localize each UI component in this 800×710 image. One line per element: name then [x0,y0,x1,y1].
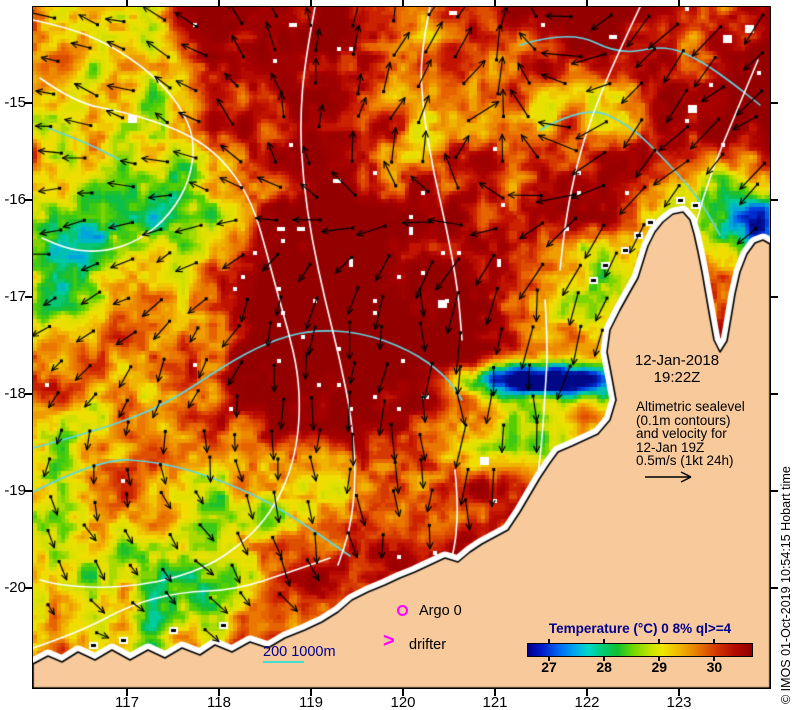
lat-tick-label: -19 [4,482,26,500]
info-line: and velocity for [636,426,727,441]
lon-tick [678,688,680,696]
info-line: (0.1m contours) [636,412,731,428]
lon-tick-top [678,0,680,7]
lon-tick-top [494,0,496,7]
colorbar-tick [658,657,661,661]
colorbar-tick-label: 30 [706,659,723,675]
lon-tick-label: 123 [666,694,692,710]
lat-tick-label: -17 [4,288,26,306]
lon-tick-top [586,0,588,7]
argo-float-icon [397,605,408,616]
lon-tick [310,688,312,696]
altimetry-info-annotation: Altimetric sealevel (0.1m contours) and … [636,400,745,468]
lon-tick-top [310,0,312,7]
time-line: 19:22Z [653,369,701,386]
lat-tick-label: -16 [4,191,26,209]
lon-tick-label: 119 [299,694,323,710]
date-annotation: 12-Jan-2018 19:22Z [614,352,740,386]
lat-tick [25,102,33,104]
lat-tick-right [770,102,778,104]
lon-tick-label: 117 [115,694,139,710]
lat-tick [25,199,33,201]
colorbar-tick [713,639,716,643]
colorbar [527,643,753,657]
isobath-legend-label: 200 1000m [263,644,336,660]
lat-tick-label: -18 [4,385,26,403]
colorbar-tick [658,639,661,643]
lat-tick-right [770,393,778,395]
lat-tick-label: -15 [4,94,26,112]
colorbar-tick [548,639,551,643]
argo-label: Argo 0 [419,603,462,619]
colorbar-tick [603,639,606,643]
lat-tick-right [770,587,778,589]
credit-text: © IMOS 01-Oct-2019 10:54:15 Hobart time [779,466,793,704]
lon-tick-top [402,0,404,7]
lon-tick-label: 120 [390,694,416,710]
info-line: 0.5m/s (1kt 24h) [636,453,734,468]
info-line: Altimetric sealevel [636,399,745,414]
isobath-legend-line [263,661,304,663]
lat-tick [25,393,33,395]
lon-tick-top [126,0,128,7]
lon-tick [126,688,128,696]
lon-tick [494,688,496,696]
lat-tick [25,587,33,589]
lat-tick-label: -20 [4,579,26,597]
colorbar-tick-label: 28 [596,659,612,675]
colorbar-tick [548,657,551,661]
lon-tick-label: 121 [482,694,508,710]
lat-tick [25,490,33,492]
info-line: 12-Jan 19Z [636,439,705,455]
lat-tick [25,296,33,298]
colorbar-tick [713,657,716,661]
lat-tick-right [770,296,778,298]
sst-map-canvas [33,7,770,688]
lat-tick-right [770,490,778,492]
lon-tick-label: 122 [574,694,600,710]
colorbar-tick-label: 29 [651,659,668,675]
velocity-scale-arrow-icon [643,470,695,489]
colorbar-tick [603,657,606,661]
date-line: 12-Jan-2018 [634,352,720,369]
colorbar-title: Temperature (°C) 0 8% ql>=4 [548,621,732,636]
lon-tick [586,688,588,696]
lon-tick [218,688,220,696]
colorbar-tick-label: 27 [541,659,557,675]
drifter-label: drifter [409,637,447,653]
lon-tick-top [218,0,220,7]
drifter-icon: > [383,630,395,652]
lon-tick [402,688,404,696]
lat-tick-right [770,199,778,201]
lon-tick-label: 118 [207,694,231,710]
